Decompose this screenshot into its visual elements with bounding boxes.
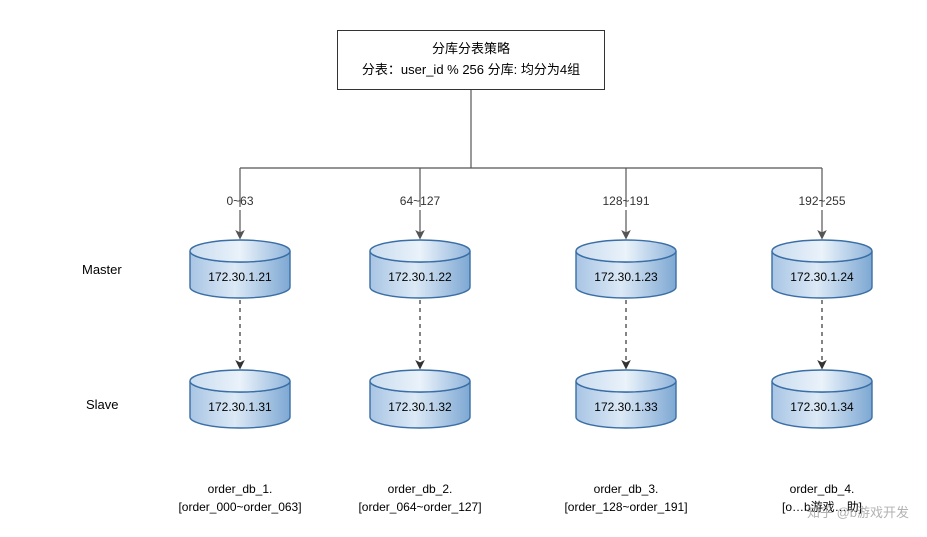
slave-db-cylinder — [190, 370, 290, 428]
master-db-ip: 172.30.1.23 — [576, 270, 676, 284]
slave-db-cylinder — [370, 370, 470, 428]
master-db-cylinder — [370, 240, 470, 298]
master-db-ip: 172.30.1.22 — [370, 270, 470, 284]
shard-range-label: 192~255 — [782, 194, 862, 208]
row-label-slave: Slave — [86, 397, 119, 412]
header-title: 分库分表策略 — [348, 39, 594, 60]
strategy-header-box: 分库分表策略 分表：user_id % 256 分库: 均分为4组 — [337, 30, 605, 90]
shard-range-label: 64~127 — [380, 194, 460, 208]
slave-db-cylinder — [576, 370, 676, 428]
row-label-master: Master — [82, 262, 122, 277]
slave-db-cylinder — [772, 370, 872, 428]
header-subtitle: 分表：user_id % 256 分库: 均分为4组 — [348, 60, 594, 81]
slave-db-ip: 172.30.1.31 — [190, 400, 290, 414]
master-db-cylinder — [576, 240, 676, 298]
db-footer-label: order_db_3.[order_128~order_191] — [546, 480, 706, 516]
watermark: 知乎 @b游戏开发 — [807, 502, 909, 521]
db-footer-label: order_db_2.[order_064~order_127] — [340, 480, 500, 516]
diagram-canvas: 分库分表策略 分表：user_id % 256 分库: 均分为4组 Master… — [0, 0, 927, 537]
master-db-cylinder — [772, 240, 872, 298]
shard-range-label: 0~63 — [200, 194, 280, 208]
master-db-ip: 172.30.1.21 — [190, 270, 290, 284]
master-db-cylinder — [190, 240, 290, 298]
slave-db-ip: 172.30.1.33 — [576, 400, 676, 414]
slave-db-ip: 172.30.1.32 — [370, 400, 470, 414]
shard-range-label: 128~191 — [586, 194, 666, 208]
master-db-ip: 172.30.1.24 — [772, 270, 872, 284]
slave-db-ip: 172.30.1.34 — [772, 400, 872, 414]
db-footer-label: order_db_1.[order_000~order_063] — [160, 480, 320, 516]
